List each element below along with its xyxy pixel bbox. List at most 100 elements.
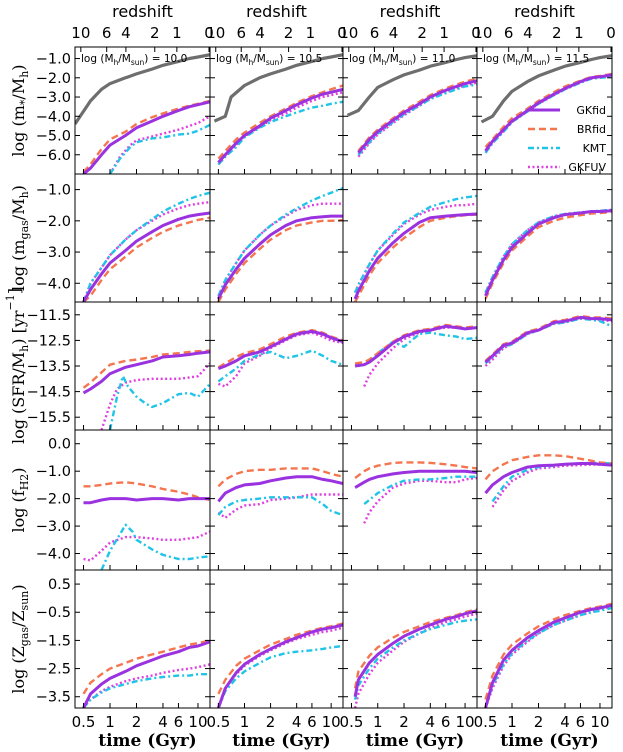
series-KMT-r2-c3: [353, 194, 477, 294]
series-KMT-r2-c2: [217, 186, 343, 297]
halo-mass-annotation: log (Mh/Msun) = 10.5: [216, 53, 322, 67]
top-tick-label: 10: [71, 24, 90, 42]
y-axis-label-row-2: log (mgas/Mh): [9, 185, 31, 291]
y-tick-label: −1.0: [36, 183, 71, 199]
panel-frame: [476, 569, 613, 709]
panel-r5-c3: [342, 569, 478, 709]
series-GKfid-r4-c1: [83, 497, 210, 505]
series-GKfid-r4-c2: [217, 475, 343, 503]
series-BRfid-r5-c2: [217, 622, 343, 695]
series-KMT-r1-c3: [357, 83, 477, 156]
top-tick-label: 4: [523, 24, 533, 42]
top-axis-title: redshift: [380, 2, 441, 21]
series-BRfid-r4-c3: [354, 461, 477, 479]
panel-frame: [476, 429, 613, 571]
top-tick-label: 6: [102, 24, 112, 42]
x-axis-label: time (Gyr): [98, 731, 196, 751]
series-KMT-r4-c4: [491, 461, 612, 503]
x-tick-label: 2: [266, 713, 276, 731]
top-tick-label: 2: [150, 24, 160, 42]
x-tick-label: 1: [105, 713, 115, 731]
top-tick-label: 0: [471, 24, 481, 42]
y-tick-label: −15.5: [27, 410, 71, 426]
panel-r5-c1: [74, 569, 211, 709]
panel-r4-c2: [209, 429, 344, 571]
panel-r2-c1: [74, 173, 211, 303]
series-KMT-r1-c1: [108, 123, 210, 174]
series-ref-r1-c2: [213, 53, 343, 123]
series-GKfid-r1-c4: [484, 73, 612, 152]
panel-r3-c2: [209, 301, 344, 431]
legend-label-BRfid: BRfid: [577, 123, 606, 136]
panel-r1-c2: [209, 46, 344, 175]
series-GKFUV-r2-c3: [353, 202, 477, 294]
series-GKfid-r2-c1: [82, 211, 210, 302]
series-GKfid-r3-c1: [82, 350, 210, 395]
x-tick-label: 2: [399, 713, 409, 731]
y-tick-label: −3.5: [36, 690, 71, 706]
top-tick-label: 1: [439, 24, 449, 42]
x-tick-label: 1: [240, 713, 250, 731]
panel-r3-c4: [476, 301, 613, 431]
series-KMT-r5-c1: [82, 673, 210, 708]
y-tick-label: −1.0: [36, 464, 71, 480]
panel-frame: [476, 301, 613, 431]
series-BRfid-r3-c1: [82, 349, 210, 389]
series-GKfid-r4-c3: [354, 469, 477, 489]
x-tick-label: 10: [322, 713, 341, 731]
panel-frame: [209, 301, 344, 431]
top-axis-title: redshift: [246, 2, 307, 21]
series-GKFUV-r4-c2: [217, 493, 343, 519]
series-GKfid-r3-c4: [484, 315, 612, 364]
series-BRfid-r1-c1: [82, 99, 210, 173]
series-GKfid-r1-c2: [217, 87, 343, 164]
y-tick-label: −1.5: [36, 633, 71, 649]
panel-r1-c1: [74, 46, 211, 175]
series-BRfid-r5-c3: [353, 608, 477, 689]
y-tick-label: −2.0: [36, 71, 71, 87]
panel-r5-c4: [476, 569, 613, 709]
x-tick-label: 1: [373, 713, 383, 731]
y-tick-label: −12.5: [27, 333, 71, 349]
series-GKfid-r3-c2: [217, 329, 343, 371]
legend-label-GKfid: GKfid: [576, 104, 606, 117]
y-tick-label: −5.0: [36, 129, 71, 145]
x-axis-label: time (Gyr): [232, 731, 330, 751]
top-tick-label: 4: [389, 24, 399, 42]
x-tick-label: 2: [534, 713, 544, 731]
y-tick-label: −3.0: [36, 90, 71, 106]
panel-frame: [74, 301, 211, 431]
top-tick-label: 10: [206, 24, 225, 42]
series-GKFUV-r1-c2: [217, 91, 343, 166]
series-GKfid-r4-c4: [484, 462, 612, 495]
series-GKFUV-r5-c3: [353, 612, 477, 708]
x-tick-label: 0.5: [206, 713, 230, 731]
series-GKFUV-r4-c1: [83, 530, 210, 562]
series-GKfid-r2-c4: [484, 209, 612, 297]
series-ref-r1-c3: [346, 54, 477, 117]
x-axis-label: time (Gyr): [366, 731, 464, 751]
halo-mass-annotation: log (Mh/Msun) = 11.0: [349, 53, 455, 67]
top-tick-label: 0: [337, 24, 347, 42]
series-BRfid-r1-c2: [217, 84, 343, 160]
x-tick-label: 4: [158, 713, 168, 731]
series-GKFUV-r5-c4: [484, 605, 612, 708]
series-KMT-r3-c1: [108, 375, 210, 430]
series-KMT-r2-c1: [82, 191, 210, 302]
series-ref-r1-c4: [480, 54, 612, 124]
halo-mass-annotation: log (Mh/Msun) = 11.5: [483, 53, 589, 67]
series-GKFUV-r3-c2: [217, 331, 343, 388]
series-KMT-r5-c4: [484, 606, 612, 708]
y-tick-label: −3.0: [36, 245, 71, 261]
series-BRfid-r4-c1: [83, 481, 210, 502]
x-tick-label: 10: [188, 713, 207, 731]
panel-r1-c3: [342, 46, 478, 175]
series-BRfid-r4-c2: [217, 467, 343, 488]
x-tick-label: 6: [441, 713, 451, 731]
top-tick-label: 10: [339, 24, 358, 42]
top-tick-label: 4: [255, 24, 265, 42]
y-axis-label-row-4: log (fH2): [9, 467, 31, 532]
series-BRfid-r2-c1: [82, 216, 210, 302]
top-tick-label: 2: [552, 24, 562, 42]
